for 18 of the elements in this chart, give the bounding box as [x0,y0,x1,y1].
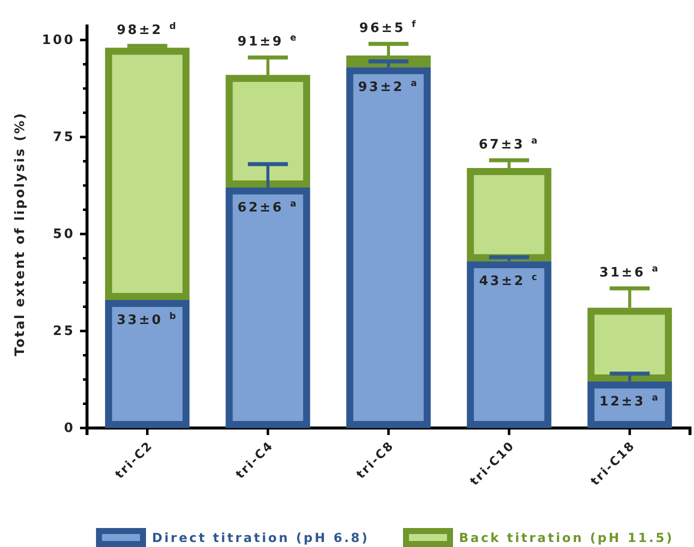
legend-label: Back titration (pH 11.5) [459,530,674,545]
legend-label: Direct titration (pH 6.8) [152,530,370,545]
total-label: 67±3 $^{a}$ [478,136,540,152]
data-label: 12±3 $^{a}$ [599,393,660,410]
total-label: 96±5 $^{f}$ [359,20,418,36]
total-label: 98±2 $^{d}$ [116,22,178,38]
y-tick-label: 50 [52,227,75,242]
data-label: 93±2 $^{a}$ [358,79,419,96]
y-tick-label: 0 [64,421,75,436]
y-tick-label: 100 [42,33,75,48]
total-label: 91±9 $^{e}$ [238,33,298,50]
y-tick-label: 75 [52,130,75,146]
y-tick-label: 25 [52,324,75,340]
data-label: 43±2 $^{c}$ [479,273,540,290]
data-label: 62±6 $^{a}$ [238,199,298,216]
total-label: 31±6 $^{a}$ [599,264,660,280]
y-axis-title: Total extent of lipolysis (%) [13,112,28,356]
data-label: 33±0 $^{b}$ [116,312,178,328]
